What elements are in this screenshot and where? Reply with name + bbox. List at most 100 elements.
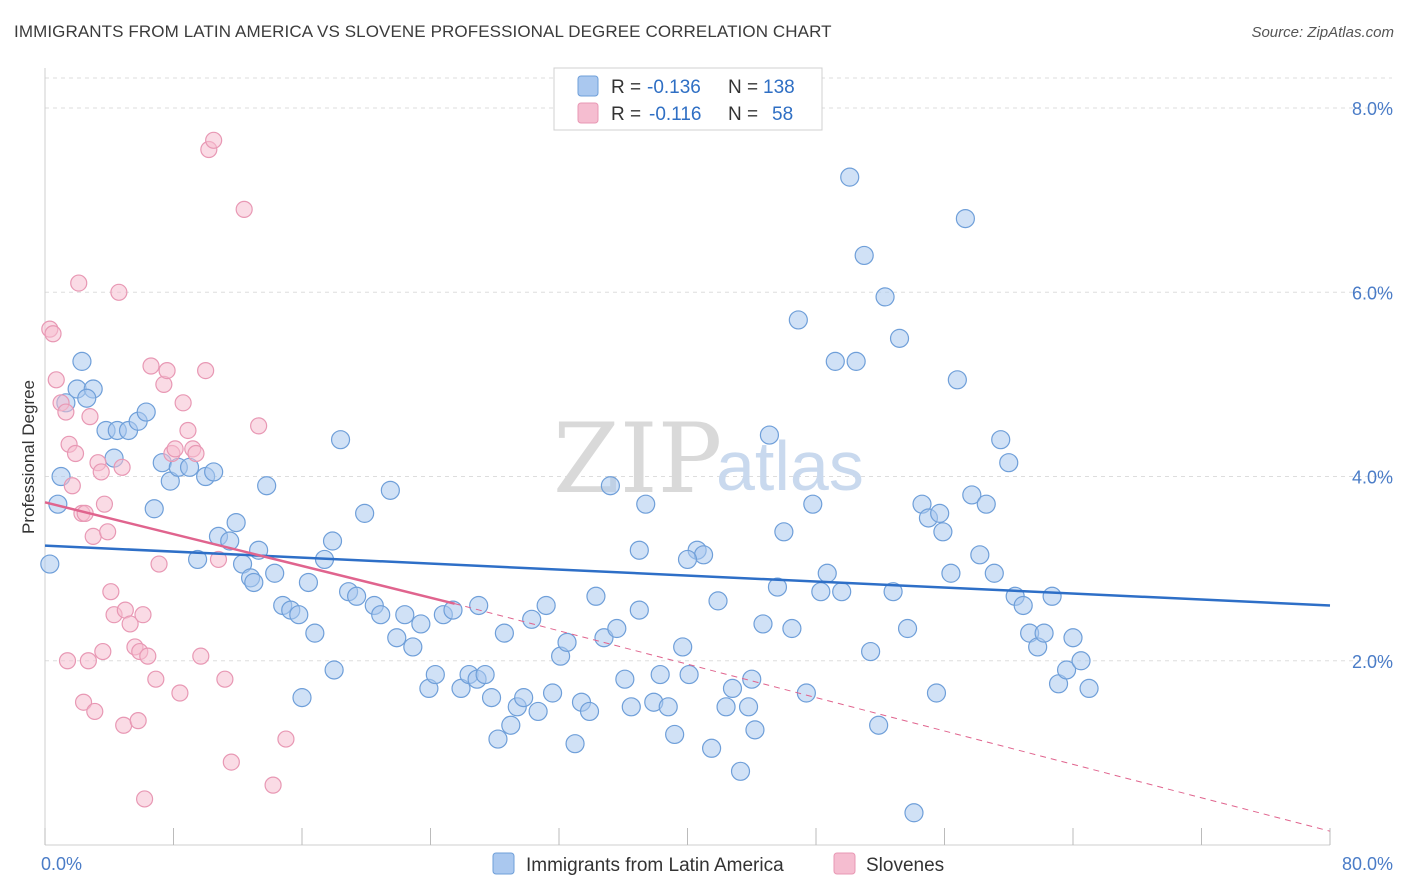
- data-point-slovenes: [86, 702, 104, 721]
- data-point-immigrants: [832, 582, 852, 602]
- data-point-immigrants: [941, 563, 961, 583]
- data-point-slovenes: [94, 642, 112, 661]
- data-point-immigrants: [528, 701, 548, 722]
- data-point-immigrants: [753, 614, 773, 634]
- watermark-atlas: atlas: [716, 427, 864, 505]
- data-point-immigrants: [788, 310, 808, 330]
- series-slovenes-points: [41, 131, 295, 808]
- data-point-immigrants: [355, 503, 375, 523]
- data-point-immigrants: [854, 245, 874, 266]
- data-point-immigrants: [999, 453, 1019, 473]
- data-point-immigrants: [774, 522, 794, 542]
- bottom-legend-label-2: Slovenes: [866, 855, 944, 876]
- data-point-immigrants: [244, 572, 264, 593]
- data-point-immigrants: [869, 715, 889, 735]
- data-point-immigrants: [722, 678, 743, 699]
- data-point-immigrants: [984, 563, 1004, 583]
- legend-r-value-1: -0.136: [647, 77, 701, 98]
- data-point-immigrants: [469, 595, 489, 616]
- data-point-immigrants: [629, 540, 649, 560]
- legend-r-label-2: R =: [611, 104, 641, 125]
- data-point-immigrants: [542, 683, 563, 703]
- data-point-immigrants: [861, 641, 881, 662]
- data-point-immigrants: [811, 582, 831, 602]
- legend-swatch-pink: [577, 102, 599, 124]
- data-point-immigrants: [298, 572, 319, 593]
- data-point-immigrants: [1034, 623, 1054, 643]
- data-point-slovenes: [222, 753, 240, 771]
- data-point-slovenes: [139, 647, 157, 665]
- data-point-immigrants: [187, 549, 208, 570]
- data-point-immigrants: [665, 724, 685, 745]
- data-point-immigrants: [522, 609, 542, 629]
- y-tick-label: 4.0%: [1352, 468, 1393, 488]
- data-point-immigrants: [679, 664, 699, 685]
- data-point-immigrants: [716, 697, 736, 717]
- data-point-immigrants: [970, 545, 990, 565]
- y-tick-labels: 2.0% 4.0% 6.0% 8.0%: [1352, 99, 1393, 672]
- data-point-slovenes: [277, 730, 295, 748]
- data-point-immigrants: [955, 209, 975, 229]
- data-point-immigrants: [371, 605, 391, 625]
- data-point-slovenes: [235, 200, 253, 218]
- data-point-immigrants: [962, 485, 982, 505]
- bottom-legend-swatch-blue: [492, 852, 515, 875]
- data-point-immigrants: [889, 328, 910, 348]
- data-point-immigrants: [738, 697, 759, 717]
- x-tick-labels: 0.0% 80.0%: [41, 854, 1393, 874]
- y-tick-label: 8.0%: [1352, 99, 1393, 119]
- data-point-slovenes: [150, 555, 168, 573]
- x-tick-label-min: 0.0%: [41, 854, 82, 874]
- data-point-immigrants: [693, 545, 714, 565]
- legend-n-value-2: 58: [772, 104, 793, 125]
- data-point-immigrants: [1042, 586, 1062, 606]
- data-point-slovenes: [74, 693, 93, 711]
- data-point-slovenes: [81, 408, 99, 426]
- data-point-immigrants: [494, 623, 514, 643]
- data-point-immigrants: [40, 554, 60, 574]
- data-point-immigrants: [443, 600, 463, 620]
- y-tick-label: 2.0%: [1352, 652, 1393, 672]
- data-point-slovenes: [174, 394, 192, 412]
- legend-box: [553, 67, 823, 131]
- data-point-immigrants: [204, 462, 224, 482]
- legend-n-label-2: N =: [728, 104, 758, 125]
- legend: R = -0.136 N = 138 R = -0.116 N = 58: [553, 67, 823, 131]
- data-point-immigrants: [636, 494, 656, 514]
- data-point-slovenes: [110, 283, 128, 301]
- source-label: Source: ZipAtlas.com: [1251, 24, 1394, 41]
- data-point-immigrants: [658, 697, 678, 717]
- data-point-immigrants: [72, 351, 92, 371]
- data-point-immigrants: [289, 605, 309, 625]
- data-point-slovenes: [135, 790, 154, 808]
- y-tick-label: 6.0%: [1352, 283, 1393, 303]
- data-point-immigrants: [803, 494, 823, 514]
- data-point-slovenes: [264, 776, 282, 794]
- data-point-slovenes: [187, 444, 205, 463]
- bottom-legend-swatch-pink: [833, 852, 856, 875]
- data-point-slovenes: [216, 670, 234, 688]
- data-point-immigrants: [650, 664, 670, 685]
- data-point-immigrants: [395, 605, 415, 625]
- data-point-slovenes: [197, 361, 215, 380]
- data-point-immigrants: [305, 623, 325, 643]
- data-point-immigrants: [411, 614, 431, 634]
- data-point-immigrants: [403, 637, 423, 657]
- data-point-slovenes: [99, 523, 117, 541]
- legend-r-label-1: R =: [611, 77, 641, 98]
- chart-title: IMMIGRANTS FROM LATIN AMERICA VS SLOVENE…: [14, 22, 832, 41]
- data-point-immigrants: [926, 683, 947, 703]
- data-point-immigrants: [629, 600, 649, 620]
- legend-n-label-1: N =: [728, 77, 758, 98]
- data-point-immigrants: [1056, 660, 1077, 680]
- trend-line-slovenes: [44, 501, 455, 605]
- data-point-slovenes: [250, 417, 268, 435]
- data-point-immigrants: [947, 370, 967, 390]
- data-point-immigrants: [579, 701, 600, 722]
- data-point-slovenes: [142, 357, 160, 375]
- series-immigrants-points: [40, 167, 1099, 823]
- data-point-slovenes: [95, 495, 114, 513]
- legend-n-value-1: 138: [763, 77, 795, 98]
- data-point-immigrants: [475, 664, 495, 685]
